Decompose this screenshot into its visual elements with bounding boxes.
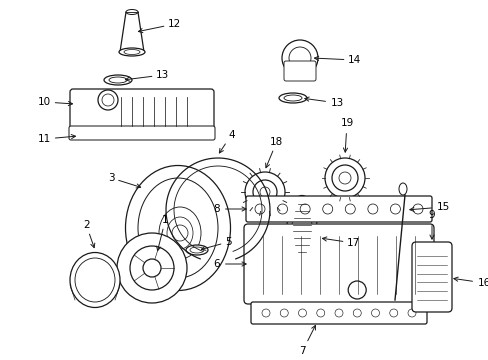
Text: 9: 9: [428, 210, 434, 239]
Ellipse shape: [138, 178, 218, 278]
FancyBboxPatch shape: [250, 302, 426, 324]
Circle shape: [142, 259, 161, 277]
FancyBboxPatch shape: [284, 61, 315, 81]
Circle shape: [371, 309, 379, 317]
Ellipse shape: [109, 77, 127, 83]
Circle shape: [252, 180, 276, 204]
Text: 11: 11: [38, 134, 75, 144]
Text: 4: 4: [219, 130, 234, 153]
Circle shape: [117, 233, 186, 303]
Circle shape: [389, 204, 400, 214]
Circle shape: [352, 309, 361, 317]
Circle shape: [172, 225, 187, 241]
Circle shape: [334, 309, 342, 317]
Text: 13: 13: [304, 97, 344, 108]
Circle shape: [260, 187, 269, 197]
Ellipse shape: [124, 49, 140, 54]
Ellipse shape: [167, 217, 193, 249]
Circle shape: [345, 204, 355, 214]
Ellipse shape: [75, 258, 115, 302]
Ellipse shape: [284, 95, 302, 101]
Circle shape: [338, 172, 350, 184]
Text: 12: 12: [138, 19, 181, 33]
Text: 3: 3: [108, 173, 141, 188]
FancyBboxPatch shape: [411, 242, 451, 312]
Circle shape: [277, 204, 287, 214]
FancyBboxPatch shape: [69, 126, 215, 140]
Ellipse shape: [185, 245, 207, 255]
Text: 8: 8: [213, 204, 245, 214]
Circle shape: [280, 309, 287, 317]
Circle shape: [325, 158, 364, 198]
Circle shape: [331, 165, 357, 191]
FancyBboxPatch shape: [70, 89, 214, 137]
Polygon shape: [120, 12, 143, 52]
Text: 7: 7: [299, 325, 315, 356]
Circle shape: [288, 47, 310, 69]
Text: 16: 16: [453, 277, 488, 288]
FancyBboxPatch shape: [245, 196, 431, 222]
Ellipse shape: [398, 183, 406, 195]
Circle shape: [98, 90, 118, 110]
Circle shape: [282, 40, 317, 76]
Circle shape: [300, 204, 309, 214]
Text: 5: 5: [201, 237, 231, 250]
Circle shape: [244, 172, 285, 212]
Ellipse shape: [126, 9, 138, 14]
Ellipse shape: [104, 75, 132, 85]
Text: 13: 13: [125, 70, 169, 81]
Circle shape: [102, 94, 114, 106]
Ellipse shape: [279, 93, 306, 103]
Ellipse shape: [291, 201, 311, 255]
Circle shape: [130, 246, 174, 290]
Text: 18: 18: [265, 137, 283, 168]
Circle shape: [254, 204, 264, 214]
Circle shape: [412, 204, 422, 214]
Text: 10: 10: [38, 97, 72, 107]
Ellipse shape: [286, 195, 316, 261]
Text: 14: 14: [314, 55, 361, 65]
Text: 1: 1: [156, 215, 168, 251]
Ellipse shape: [159, 207, 201, 259]
Text: 6: 6: [213, 259, 245, 269]
Ellipse shape: [190, 247, 203, 253]
Circle shape: [298, 309, 306, 317]
Ellipse shape: [119, 48, 145, 56]
Circle shape: [316, 309, 324, 317]
FancyBboxPatch shape: [244, 224, 433, 304]
Text: 2: 2: [83, 220, 95, 248]
Text: 17: 17: [322, 237, 360, 248]
Circle shape: [322, 204, 332, 214]
Circle shape: [262, 309, 269, 317]
Circle shape: [367, 204, 377, 214]
Ellipse shape: [125, 166, 230, 291]
Circle shape: [407, 309, 415, 317]
Circle shape: [347, 281, 366, 299]
Circle shape: [389, 309, 397, 317]
Text: 15: 15: [409, 202, 449, 212]
Text: 19: 19: [340, 118, 353, 152]
Ellipse shape: [70, 252, 120, 307]
